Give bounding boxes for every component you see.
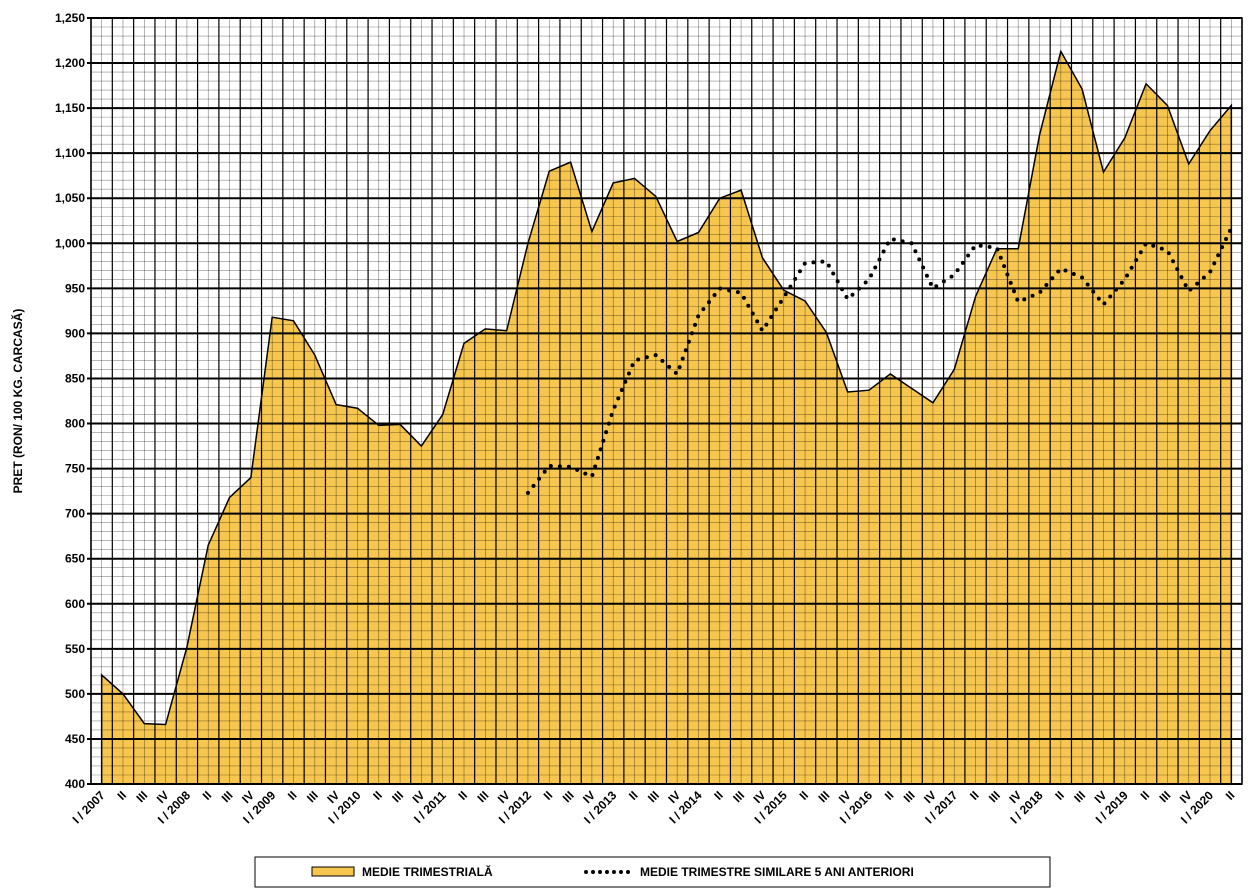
x-tick-label: II xyxy=(797,788,812,803)
x-tick-label: II xyxy=(1138,788,1153,803)
x-tick-label: III xyxy=(474,788,491,805)
x-tick-label: II xyxy=(1052,788,1067,803)
x-tick-label: III xyxy=(1071,788,1088,805)
x-tick-label: III xyxy=(304,788,321,805)
x-tick-label: III xyxy=(560,788,577,805)
x-tick-label: III xyxy=(986,788,1003,805)
y-tick-label: 1,200 xyxy=(55,56,85,70)
x-tick-label: II xyxy=(456,788,471,803)
y-tick-label: 850 xyxy=(65,371,85,385)
dotted-line xyxy=(525,225,1234,495)
x-tick-label: II xyxy=(967,788,982,803)
x-tick-label: II xyxy=(711,788,726,803)
x-tick-label: II xyxy=(882,788,897,803)
y-tick-label: 750 xyxy=(65,462,85,476)
x-tick-label: III xyxy=(645,788,662,805)
area-outline xyxy=(100,49,1233,784)
legend xyxy=(254,856,1051,888)
legend-swatch xyxy=(311,866,355,877)
y-tick-label: 800 xyxy=(65,417,85,431)
plot-border xyxy=(90,17,1243,785)
x-tick-label: III xyxy=(389,788,406,805)
x-tick-label: I / 2007 xyxy=(70,788,108,826)
x-tick-label: II xyxy=(541,788,556,803)
y-tick-label: 950 xyxy=(65,281,85,295)
y-tick-label: 500 xyxy=(65,687,85,701)
x-tick-label: III xyxy=(1157,788,1174,805)
x-tick-label: III xyxy=(901,788,918,805)
y-tick-label: 700 xyxy=(65,507,85,521)
x-tick-label: II xyxy=(285,788,300,803)
y-tick-label: 550 xyxy=(65,642,85,656)
x-tick-label: III xyxy=(730,788,747,805)
x-tick-label: II xyxy=(200,788,215,803)
y-tick-label: 1,150 xyxy=(55,101,85,115)
y-axis-label: PRET (RON/ 100 KG. CARCASĂ) xyxy=(10,309,25,494)
y-tick-label: 650 xyxy=(65,552,85,566)
x-tick-label: II xyxy=(114,788,129,803)
x-tick-label: II xyxy=(626,788,641,803)
y-tick-label: 400 xyxy=(65,777,85,791)
legend-label: MEDIE TRIMESTRE SIMILARE 5 ANI ANTERIORI xyxy=(640,865,914,879)
x-tick-label: III xyxy=(219,788,236,805)
y-tick-label: 900 xyxy=(65,326,85,340)
y-tick-label: 600 xyxy=(65,597,85,611)
legend-label: MEDIE TRIMESTRIALĂ xyxy=(362,864,493,879)
y-tick-label: 1,050 xyxy=(55,191,85,205)
y-tick-label: 450 xyxy=(65,732,85,746)
x-tick-label: II xyxy=(1223,788,1238,803)
y-tick-label: 1,250 xyxy=(55,11,85,25)
y-tick-label: 1,000 xyxy=(55,236,85,250)
y-tick-label: 1,100 xyxy=(55,146,85,160)
x-tick-label: III xyxy=(133,788,150,805)
x-tick-label: II xyxy=(370,788,385,803)
x-tick-label: III xyxy=(816,788,833,805)
